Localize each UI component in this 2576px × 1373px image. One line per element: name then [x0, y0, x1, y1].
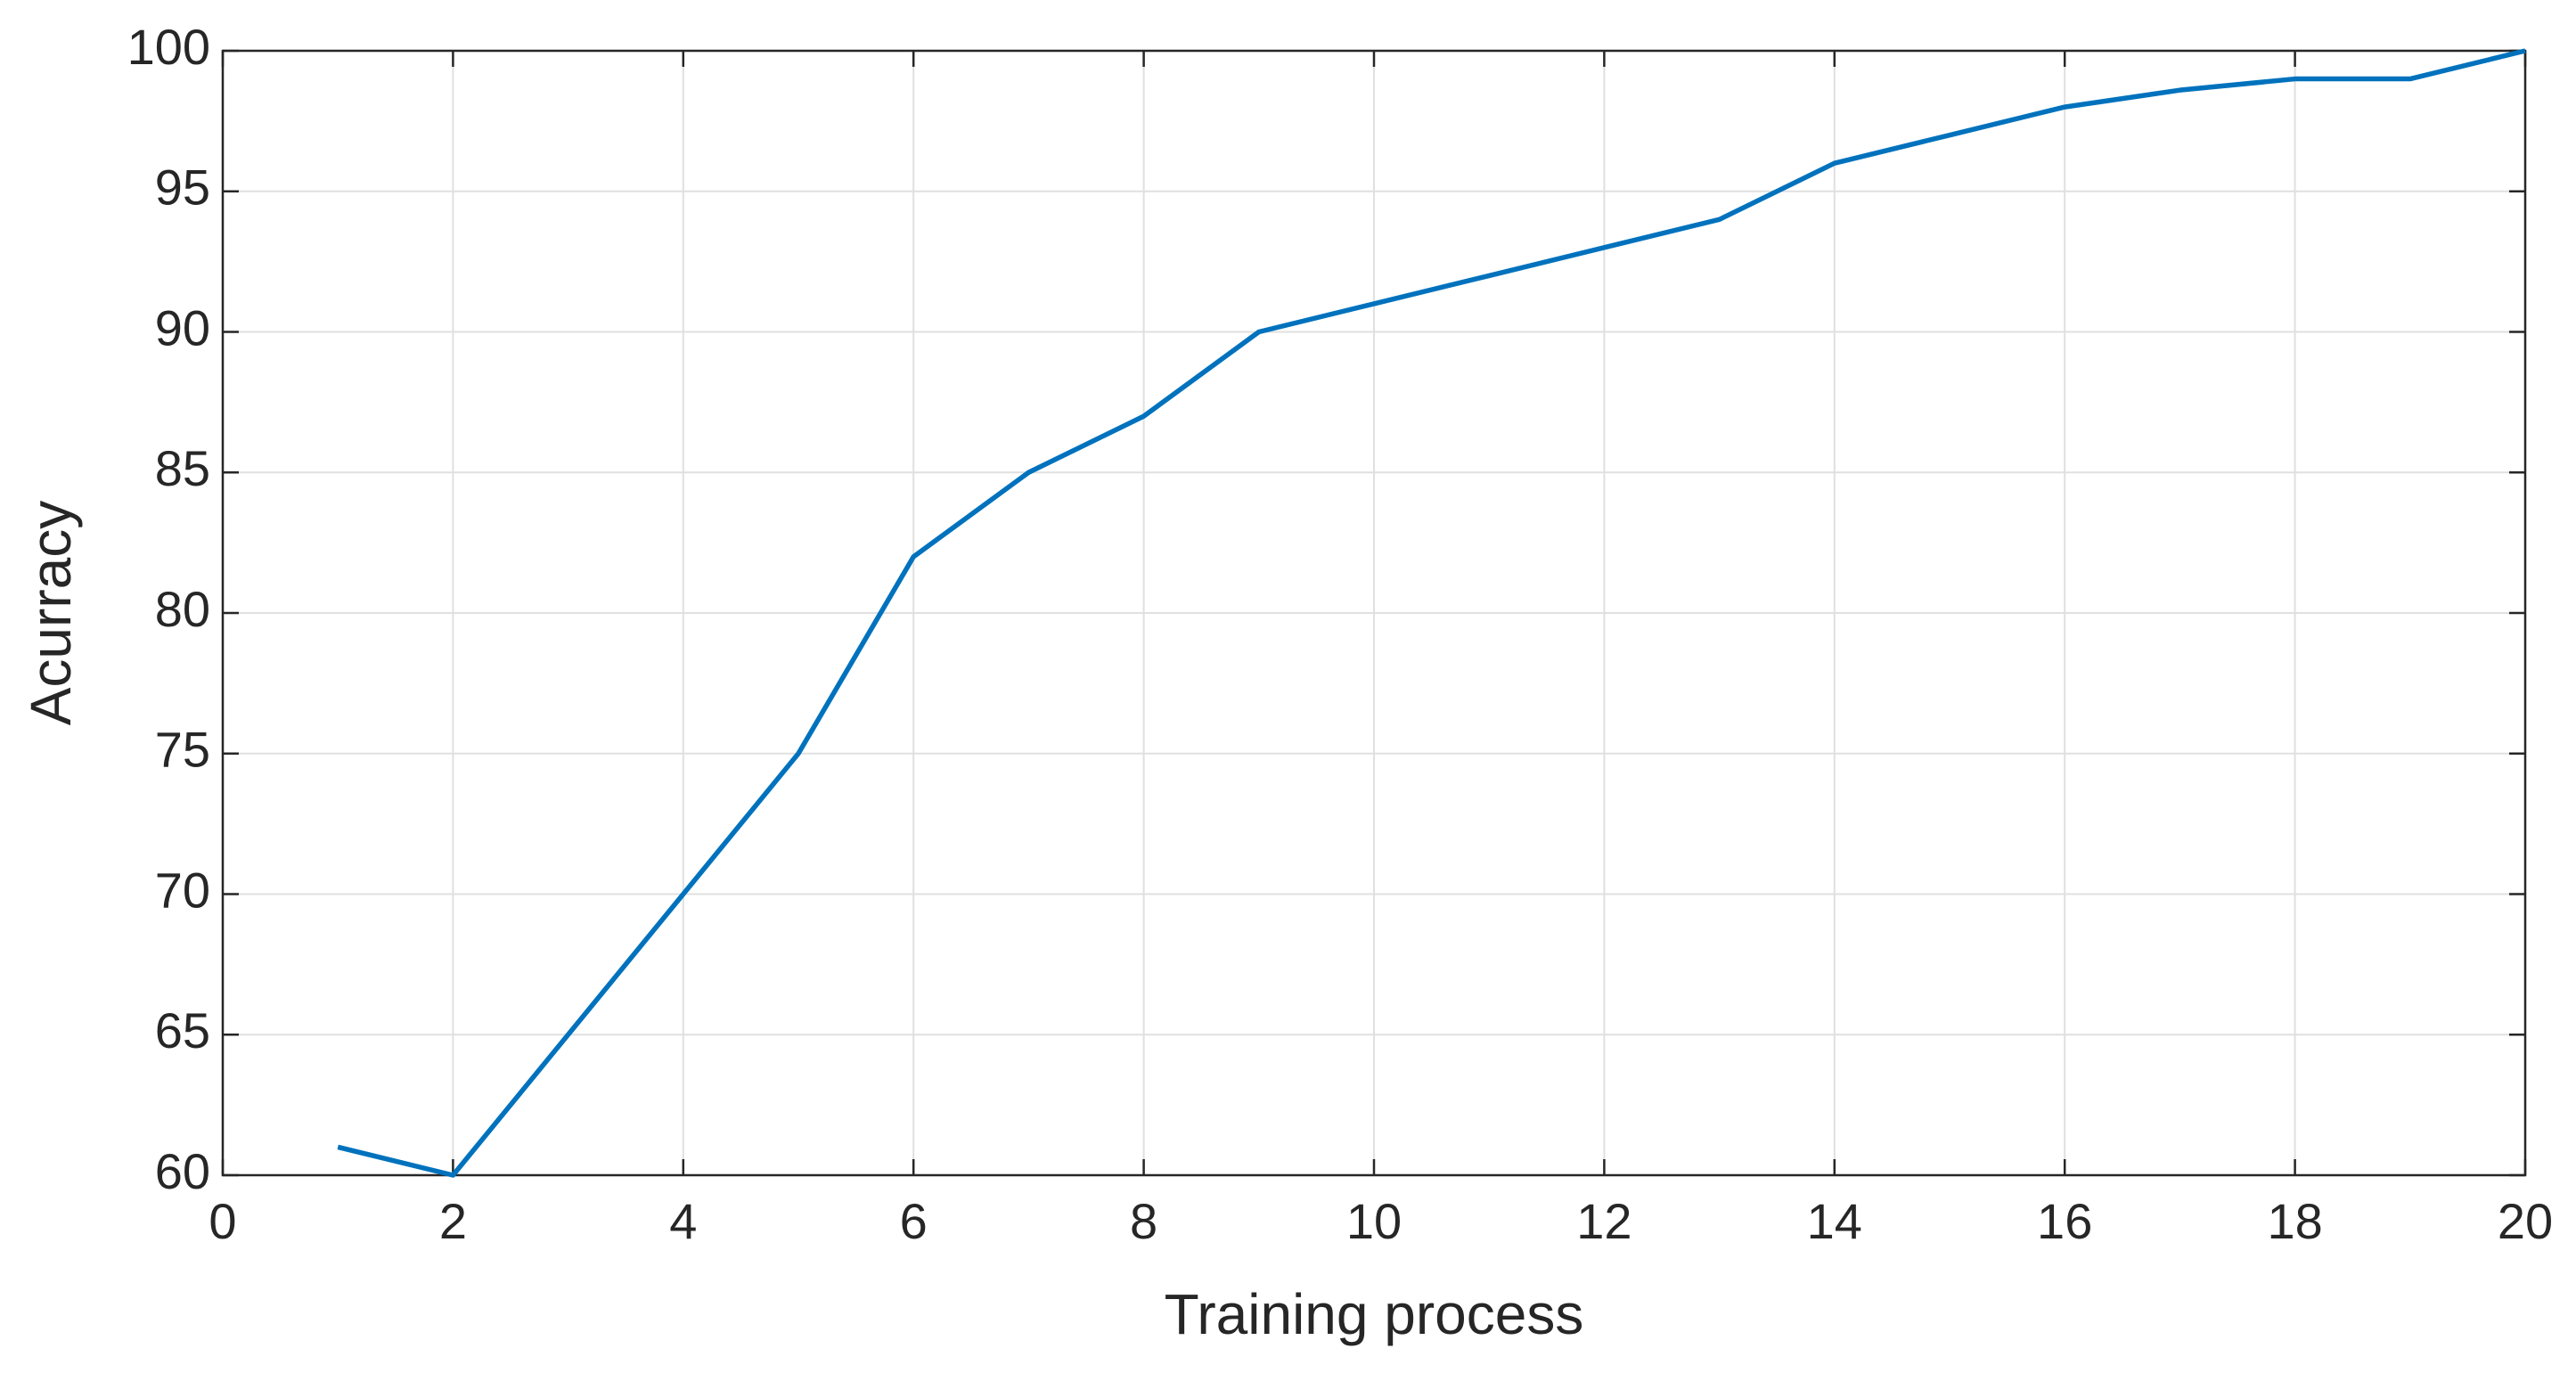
- x-axis-label: Training process: [1165, 1282, 1584, 1346]
- y-tick-label: 65: [155, 1002, 210, 1058]
- x-tick-label: 10: [1346, 1193, 1402, 1249]
- y-tick-label: 75: [155, 722, 210, 778]
- x-tick-label: 0: [209, 1193, 236, 1249]
- y-tick-label: 80: [155, 581, 210, 637]
- x-tick-label: 12: [1576, 1193, 1631, 1249]
- y-tick-label: 90: [155, 299, 210, 356]
- x-tick-label: 2: [439, 1193, 467, 1249]
- y-tick-label: 85: [155, 440, 210, 496]
- x-tick-label: 4: [669, 1193, 697, 1249]
- plot-frame: [221, 49, 2527, 1177]
- y-tick-label: 60: [155, 1143, 210, 1199]
- x-tick-label: 6: [900, 1193, 928, 1249]
- x-tick-label: 16: [2037, 1193, 2092, 1249]
- x-tick-label: 18: [2267, 1193, 2322, 1249]
- x-tick-label: 8: [1130, 1193, 1157, 1249]
- y-tick-label: 100: [127, 19, 210, 75]
- y-axis-label: Acurracy: [19, 501, 83, 726]
- x-tick-label: 20: [2498, 1193, 2553, 1249]
- data-line: [337, 48, 2526, 1178]
- y-tick-label: 95: [155, 159, 210, 216]
- x-tick-label: 14: [1807, 1193, 1862, 1249]
- y-tick-label: 70: [155, 862, 210, 918]
